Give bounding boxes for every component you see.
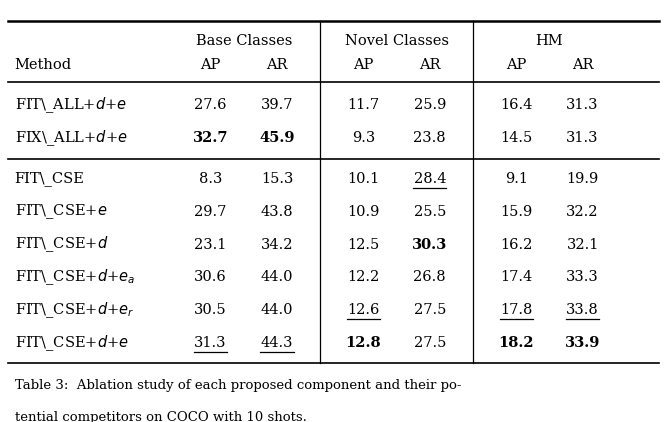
Text: FIT\_CSE+$d$+$e_r$: FIT\_CSE+$d$+$e_r$ [15,300,134,320]
Text: 18.2: 18.2 [498,336,534,350]
Text: Novel Classes: Novel Classes [345,34,449,48]
Text: AP: AP [506,58,526,72]
Text: 15.9: 15.9 [500,205,532,219]
Text: 43.8: 43.8 [261,205,293,219]
Text: 30.5: 30.5 [194,303,227,317]
Text: 28.4: 28.4 [414,172,446,186]
Text: 14.5: 14.5 [500,131,532,145]
Text: 29.7: 29.7 [195,205,227,219]
Text: tential competitors on COCO with 10 shots.: tential competitors on COCO with 10 shot… [15,411,307,422]
Text: HM: HM [536,34,563,48]
Text: 31.3: 31.3 [194,336,227,350]
Text: 10.9: 10.9 [348,205,380,219]
Text: 30.6: 30.6 [194,271,227,284]
Text: 33.8: 33.8 [566,303,599,317]
Text: 27.6: 27.6 [194,98,227,112]
Text: 19.9: 19.9 [566,172,599,186]
Text: FIX\_ALL+$d$+$e$: FIX\_ALL+$d$+$e$ [15,128,127,148]
Text: 33.3: 33.3 [566,271,599,284]
Text: 16.4: 16.4 [500,98,532,112]
Text: AR: AR [419,58,441,72]
Text: Base Classes: Base Classes [195,34,292,48]
Text: Table 3:  Ablation study of each proposed component and their po-: Table 3: Ablation study of each proposed… [15,379,461,392]
Text: 33.9: 33.9 [565,336,600,350]
Text: Method: Method [15,58,72,72]
Text: 17.4: 17.4 [500,271,532,284]
Text: 8.3: 8.3 [199,172,222,186]
Text: 25.9: 25.9 [414,98,446,112]
Text: 9.3: 9.3 [352,131,375,145]
Text: 31.3: 31.3 [566,98,599,112]
Text: 12.6: 12.6 [348,303,380,317]
Text: 12.2: 12.2 [348,271,380,284]
Text: 16.2: 16.2 [500,238,532,252]
Text: AP: AP [354,58,374,72]
Text: 45.9: 45.9 [259,131,295,145]
Text: FIT\_CSE+$e$: FIT\_CSE+$e$ [15,203,107,221]
Text: 34.2: 34.2 [261,238,293,252]
Text: FIT\_CSE+$d$+$e_a$: FIT\_CSE+$d$+$e_a$ [15,268,135,287]
Text: AR: AR [266,58,287,72]
Text: 31.3: 31.3 [566,131,599,145]
Text: 26.8: 26.8 [414,271,446,284]
Text: 44.3: 44.3 [261,336,293,350]
Text: 11.7: 11.7 [348,98,380,112]
Text: FIT\_CSE: FIT\_CSE [15,172,85,187]
Text: 32.2: 32.2 [566,205,599,219]
Text: 32.1: 32.1 [566,238,599,252]
Text: 39.7: 39.7 [261,98,293,112]
Text: 12.5: 12.5 [348,238,380,252]
Text: 12.8: 12.8 [346,336,382,350]
Text: 44.0: 44.0 [261,271,293,284]
Text: FIT\_CSE+$d$+$e$: FIT\_CSE+$d$+$e$ [15,333,129,353]
Text: 17.8: 17.8 [500,303,532,317]
Text: FIT\_ALL+$d$+$e$: FIT\_ALL+$d$+$e$ [15,95,127,115]
Text: 10.1: 10.1 [348,172,380,186]
Text: 44.0: 44.0 [261,303,293,317]
Text: AR: AR [572,58,594,72]
Text: 27.5: 27.5 [414,303,446,317]
Text: FIT\_CSE+$d$: FIT\_CSE+$d$ [15,235,108,254]
Text: 15.3: 15.3 [261,172,293,186]
Text: 23.8: 23.8 [414,131,446,145]
Text: 9.1: 9.1 [505,172,528,186]
Text: 32.7: 32.7 [193,131,228,145]
Text: 25.5: 25.5 [414,205,446,219]
Text: AP: AP [200,58,221,72]
Text: 27.5: 27.5 [414,336,446,350]
Text: 30.3: 30.3 [412,238,448,252]
Text: 23.1: 23.1 [195,238,227,252]
